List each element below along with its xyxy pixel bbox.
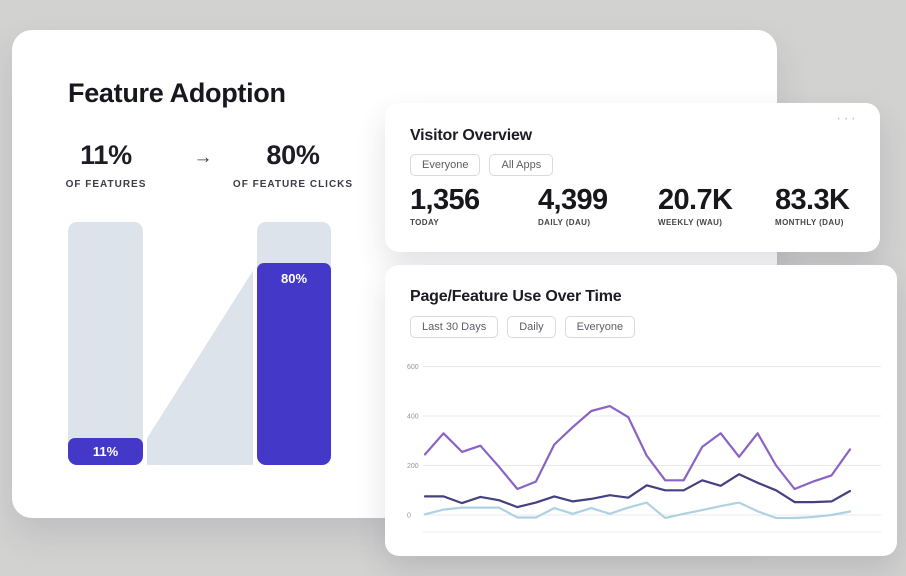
stat-value: 83.3K [775,184,850,216]
stat-label: DAILY (DAU) [538,218,591,228]
filter-chip-daily[interactable]: Daily [507,316,556,338]
stat-value: 20.7K [658,184,733,216]
y-axis-tick-label: 400 [407,414,419,421]
chart-line-series-1 [423,404,852,491]
stat-label: MONTHLY (DAU) [775,218,844,228]
usage-filters: Last 30 Days Daily Everyone [410,316,636,338]
visitor-stat: 83.3K MONTHLY (DAU) [775,184,850,228]
arrow-right-icon: → [193,147,213,168]
visitor-overview-card: ··· Visitor Overview Everyone All Apps 1,… [385,103,880,252]
stat-value: 1,356 [410,184,480,216]
y-axis-tick-label: 0 [407,513,411,520]
visitor-overview-title: Visitor Overview [410,127,532,144]
visitor-stat: 1,356 TODAY [410,184,538,228]
features-percent: 11% [80,140,132,170]
feature-clicks-stat: 80% OF FEATURE CLICKS [203,140,383,190]
visitor-stat: 20.7K WEEKLY (WAU) [658,184,775,228]
features-bar-fill: 11% [68,438,143,465]
stat-label: TODAY [410,218,440,228]
stat-value: 4,399 [538,184,608,216]
page-feature-use-title: Page/Feature Use Over Time [410,288,622,305]
growth-ramp-shape [147,270,253,465]
feature-clicks-bar-fill-label: 80% [280,270,308,286]
features-stat: 11% OF FEATURES [16,140,196,190]
feature-clicks-bar-track: 80% [257,222,331,465]
feature-clicks-percent: 80% [266,140,320,170]
visitor-filters: Everyone All Apps [410,154,554,176]
features-bar-track: 11% [68,222,143,465]
features-bar-fill-label: 11% [92,444,119,460]
feature-adoption-title: Feature Adoption [68,78,286,108]
filter-chip-everyone[interactable]: Everyone [410,154,481,176]
filter-chip-all-apps[interactable]: All Apps [489,154,554,176]
filter-chip-last-30-days[interactable]: Last 30 Days [410,316,499,338]
visitor-stats-row: 1,356 TODAY 4,399 DAILY (DAU) 20.7K WEEKLY (W… [410,184,850,228]
stat-label: WEEKLY (WAU) [658,218,723,228]
page-feature-use-card: Page/Feature Use Over Time Last 30 Days D… [385,265,897,556]
chart-line-series-2 [423,473,852,509]
visitor-stat: 4,399 DAILY (DAU) [538,184,658,228]
more-options-icon[interactable]: ··· [836,110,858,127]
y-axis-tick-label: 600 [407,364,419,371]
filter-chip-everyone[interactable]: Everyone [564,316,636,338]
feature-clicks-bar-fill: 80% [257,262,331,465]
y-axis-tick-label: 200 [407,463,419,470]
usage-line-chart: 600 400 200 0 [407,364,881,533]
features-percent-label: OF FEATURES [65,179,147,190]
feature-clicks-percent-label: OF FEATURE CLICKS [232,179,354,190]
chart-line-series-3 [423,501,852,520]
